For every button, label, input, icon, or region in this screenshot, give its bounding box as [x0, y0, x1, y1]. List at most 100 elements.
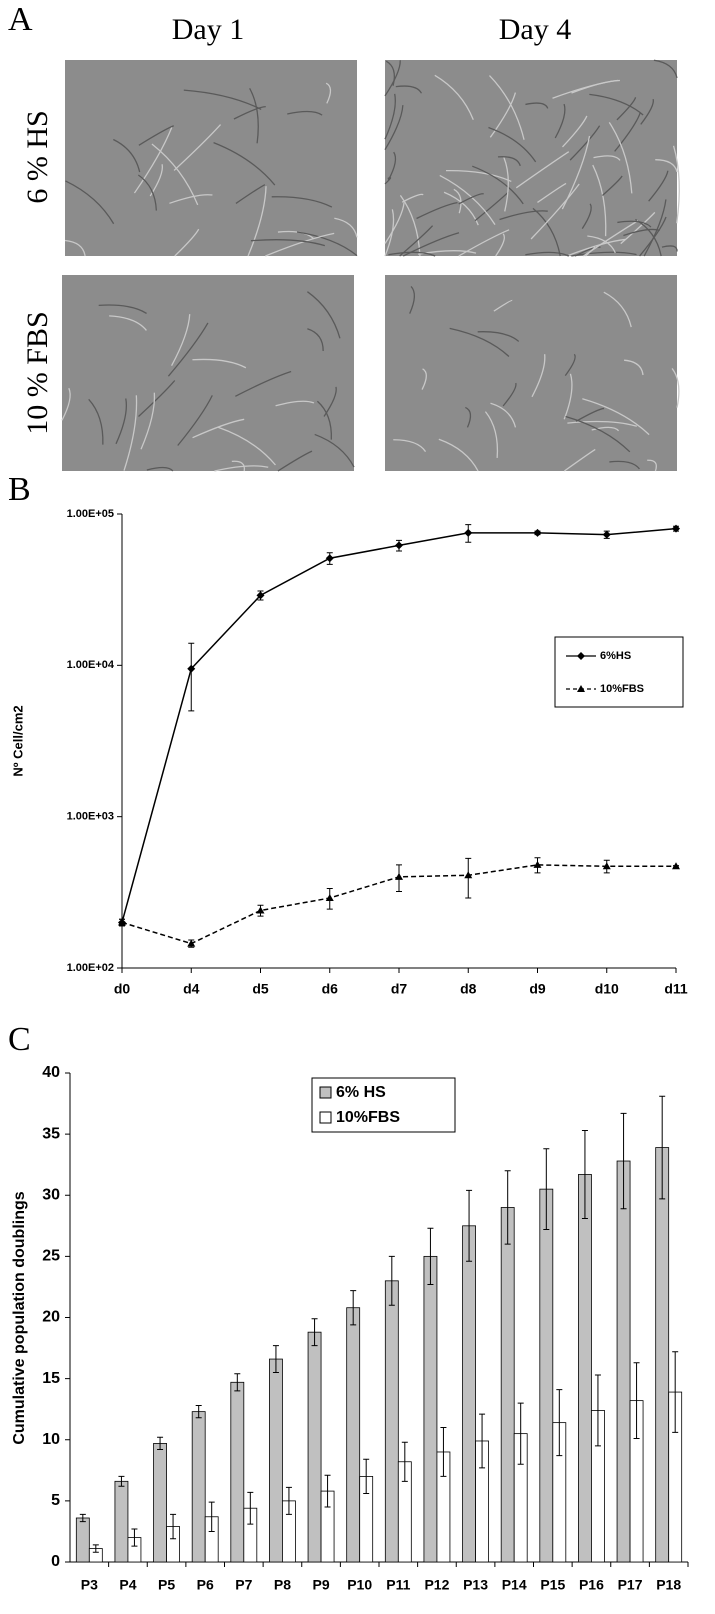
bar [578, 1174, 592, 1563]
bar [269, 1358, 283, 1563]
error-bar [581, 1129, 588, 1219]
cell [416, 201, 458, 220]
cell [146, 466, 174, 472]
data-point [672, 862, 680, 870]
error-bar [247, 1491, 254, 1525]
y-tick-label: 1.00E+04 [67, 659, 115, 671]
data-point [118, 918, 126, 926]
cell [233, 106, 266, 120]
cell [271, 196, 333, 208]
cell [133, 127, 173, 194]
error-bar [272, 1345, 279, 1374]
error-bar [594, 1374, 601, 1447]
data-point [395, 872, 403, 880]
cell [672, 145, 680, 224]
cell [563, 448, 596, 472]
series-line [121, 527, 677, 923]
cell [614, 112, 641, 152]
micrograph [65, 60, 357, 256]
cell [653, 59, 678, 79]
cell [623, 228, 660, 237]
error-bar [350, 1290, 357, 1326]
error-bar [208, 1501, 215, 1532]
cell [214, 465, 269, 472]
cell [434, 74, 474, 120]
bar [384, 1280, 399, 1563]
cell [567, 420, 637, 427]
cell [235, 184, 266, 204]
cell [639, 216, 667, 257]
cell [449, 327, 510, 357]
cell [458, 193, 484, 205]
cell [399, 194, 421, 257]
cell [532, 207, 561, 257]
x-tick-label: P10 [347, 1577, 372, 1593]
cell [564, 353, 576, 376]
x-tick-label: d4 [183, 981, 200, 997]
cell [503, 157, 509, 212]
cell [609, 460, 640, 470]
error-bar [170, 1513, 177, 1540]
x-tick-label: d6 [322, 981, 339, 997]
bar [655, 1147, 670, 1563]
cell [64, 239, 86, 257]
cell [98, 304, 147, 314]
cell [458, 229, 510, 257]
cell [472, 165, 524, 205]
x-tick-label: P4 [119, 1577, 136, 1593]
legend-swatch [319, 1086, 332, 1099]
y-tick-label: 1.00E+05 [67, 508, 114, 520]
error-bar [92, 1544, 99, 1553]
data-point [187, 939, 196, 947]
error-bar [466, 1189, 473, 1262]
cell [601, 175, 623, 196]
y-axis-label: Nº Cell/cm2 [10, 705, 25, 776]
cell [575, 407, 605, 422]
error-bar [285, 1486, 292, 1515]
y-tick-label: 15 [42, 1370, 60, 1387]
y-tick-label: 30 [42, 1186, 60, 1203]
y-tick-label: 35 [42, 1125, 60, 1142]
cell [123, 395, 138, 471]
error-bar [79, 1513, 86, 1523]
x-tick-label: d11 [664, 981, 688, 997]
cell [617, 220, 652, 228]
cell [384, 105, 404, 151]
cell [443, 191, 479, 226]
micrographs [61, 59, 680, 472]
bar [346, 1307, 361, 1563]
cell [565, 415, 631, 453]
cell [525, 251, 570, 257]
x-tick-label: d5 [252, 981, 269, 997]
data-point [395, 541, 403, 550]
data-point [256, 906, 265, 914]
cell [409, 286, 416, 314]
cell [571, 79, 620, 94]
x-tick-label: P17 [618, 1577, 643, 1593]
cell [177, 395, 213, 446]
row-label: 10 % FBS [21, 311, 54, 434]
cell [393, 439, 427, 452]
row-label: 6 % HS [21, 110, 54, 203]
micrograph [385, 275, 677, 471]
cell [582, 398, 650, 436]
cell [488, 126, 537, 163]
bar [75, 1517, 90, 1563]
cell [137, 174, 157, 211]
error-bar [556, 1389, 563, 1457]
cell [192, 418, 245, 439]
cell [384, 202, 405, 244]
legend-box [311, 1077, 456, 1133]
cell [502, 382, 517, 407]
error-bar [672, 1351, 679, 1433]
error-bar [311, 1318, 318, 1347]
cell [490, 402, 517, 428]
cell [562, 115, 588, 148]
bar [423, 1255, 438, 1563]
cell [138, 380, 176, 417]
y-axis-label: Cumulative population doublings [11, 1191, 28, 1444]
cell [493, 299, 513, 312]
cell [474, 191, 509, 222]
cell [640, 98, 654, 125]
bar [230, 1381, 245, 1563]
